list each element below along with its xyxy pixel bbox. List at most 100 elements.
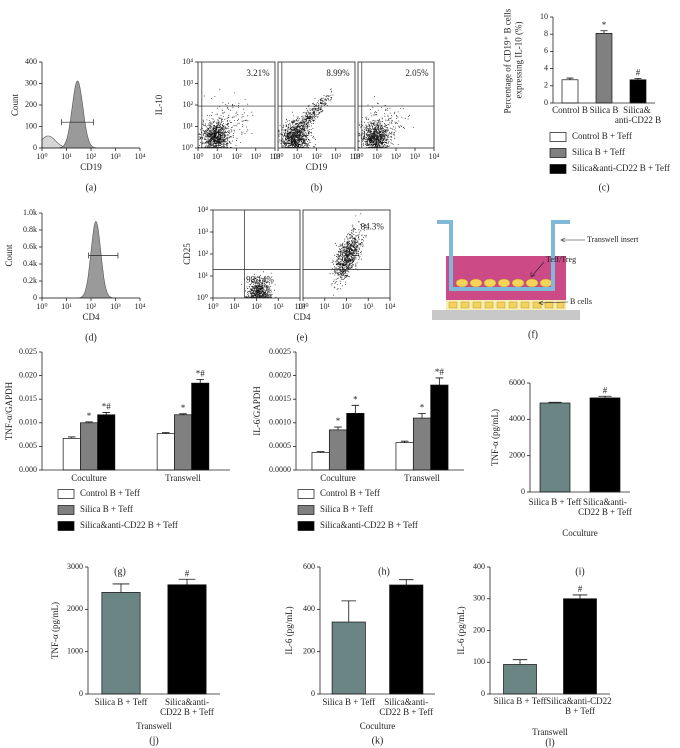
x-tick-label: 10²	[311, 152, 322, 161]
transwell-diagram: Transwell insert Teff/Treg B cells (f)	[432, 220, 639, 340]
x-tick-label: 10²	[231, 152, 242, 161]
y-axis-label: Count	[10, 94, 20, 117]
category-label: Silica B	[590, 105, 619, 115]
y-tick-label: 0.015	[19, 394, 37, 403]
y-tick-label: 10³	[183, 78, 194, 87]
error-bar	[178, 578, 196, 585]
diagram-label: Teff/Treg	[546, 255, 576, 264]
legend-swatch	[297, 521, 315, 531]
error-bar	[85, 421, 93, 423]
bar	[346, 413, 365, 471]
x-tick-label: 10³	[410, 152, 421, 161]
panel-label: (g)	[114, 566, 126, 577]
legend-swatch	[549, 164, 567, 174]
y-axis-label: IL-6 (pg/mL)	[456, 606, 466, 654]
dot-cloud	[329, 213, 368, 296]
x-tick-label: 10²	[251, 302, 262, 311]
category-label: Coculture	[71, 473, 107, 483]
bar	[156, 433, 175, 471]
gate-percentage: 2.05%	[405, 68, 429, 78]
y-tick-label: 0.0020	[269, 370, 291, 379]
legend-swatch	[297, 489, 315, 499]
error-bar	[316, 451, 325, 453]
category-label: Control B	[552, 105, 588, 115]
y-tick-label: 0.4k	[23, 259, 37, 268]
x-tick-label: 10⁴	[350, 152, 361, 161]
legend-label: Silica B + Teff	[320, 504, 373, 514]
bar	[328, 429, 348, 471]
error-bar	[334, 426, 342, 430]
y-tick-label: 2	[544, 81, 548, 90]
x-tick-label: 10³	[363, 302, 374, 311]
bar	[561, 79, 579, 104]
significance-mark: *	[353, 394, 358, 404]
y-tick-label: 0.2k	[23, 276, 37, 285]
x-axis-label: CD19	[306, 162, 328, 172]
y-tick-label: 2000	[509, 450, 525, 459]
x-tick-label: 10²	[86, 302, 97, 311]
y-tick-label: 0.010	[19, 418, 37, 427]
category-label: Silica B + Teff	[322, 697, 375, 707]
dot-cloud	[358, 96, 414, 148]
category-label: Silica&anti-CD22 B + Teff	[578, 497, 632, 517]
y-tick-label: 10⁴	[197, 205, 208, 214]
legend-swatch	[549, 132, 567, 142]
y-tick-label: 0.005	[19, 441, 37, 450]
y-tick-label: 10²	[183, 100, 194, 109]
x-tick-label: 10¹	[61, 152, 72, 161]
x-tick-label: 10³	[273, 302, 284, 311]
y-tick-label: 10⁰	[197, 293, 208, 302]
x-tick-label: 10⁰	[352, 152, 363, 161]
y-axis-label: Percentage of CD19⁺ B cells expressing I…	[503, 7, 524, 114]
bar	[595, 32, 613, 104]
error-bar	[400, 440, 409, 443]
y-axis-label: IL-6 (pg/mL)	[284, 606, 294, 654]
bar	[395, 442, 414, 471]
legend-label: Control B + Teff	[80, 488, 140, 498]
bar	[563, 598, 597, 695]
significance-mark: *	[420, 402, 425, 412]
error-bar	[572, 594, 588, 599]
error-bar	[435, 377, 444, 386]
x-axis-label: CD19	[80, 162, 102, 172]
category-label: Silica&anti-CD22 B + Teff	[546, 696, 614, 716]
error-bar	[196, 378, 205, 384]
legend-swatch	[57, 521, 75, 531]
y-tick-label: 10⁰	[182, 143, 193, 152]
error-bar	[512, 659, 528, 665]
bar	[62, 438, 81, 471]
x-axis-label: CD4	[293, 312, 311, 322]
plate-base	[432, 310, 580, 320]
y-tick-label: 6	[544, 46, 548, 55]
gate-percentage: 8.99%	[326, 68, 350, 78]
y-axis-label: IL-10	[154, 94, 164, 115]
panel-label: (c)	[598, 182, 609, 193]
significance-mark: *	[87, 411, 92, 421]
x-tick-label: 10⁰	[297, 302, 308, 311]
bar	[174, 414, 192, 471]
bar	[629, 79, 647, 104]
y-tick-label: 10¹	[183, 121, 194, 130]
y-tick-label: 0.0010	[269, 418, 291, 427]
y-tick-label: 0.0025	[269, 347, 291, 356]
y-tick-label: 0.000	[19, 465, 37, 474]
category-label: Silica B + Teff	[529, 497, 582, 507]
x-tick-label: 10¹	[230, 302, 241, 311]
y-axis-label: CD25	[182, 243, 192, 265]
gate	[61, 119, 94, 126]
histogram-shape	[42, 80, 140, 149]
legend-label: Silica&anti-CD22 B + Teff	[572, 163, 670, 173]
significance-mark: *#	[196, 368, 206, 378]
y-tick-label: 3000	[67, 562, 83, 571]
x-axis-label: Coculture	[562, 528, 598, 538]
diagram-label: Transwell insert	[587, 235, 639, 244]
x-tick-label: 10⁴	[295, 302, 306, 311]
y-tick-label: 2000	[67, 604, 83, 613]
y-tick-label: 0.0000	[269, 465, 291, 474]
significance-mark: *	[336, 416, 341, 426]
error-bar	[179, 413, 187, 415]
error-bar	[67, 436, 76, 439]
x-tick-label: 10³	[331, 152, 342, 161]
y-tick-label: 4	[544, 63, 548, 72]
